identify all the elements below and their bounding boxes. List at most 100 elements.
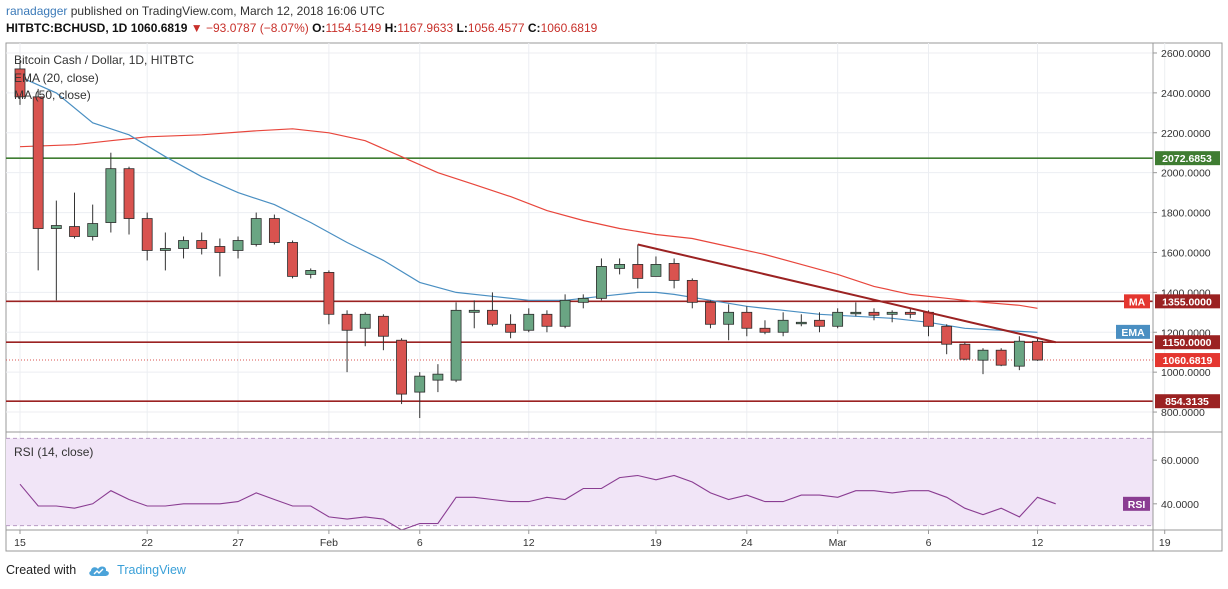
candle-body xyxy=(541,313,553,327)
level-tag-label: 854.3135 xyxy=(1165,396,1209,408)
ma-line xyxy=(19,128,1038,309)
candle xyxy=(359,312,371,347)
candle-body xyxy=(141,218,153,251)
candle-body xyxy=(250,218,262,245)
candle xyxy=(414,372,426,419)
candle-body xyxy=(632,264,644,279)
open-value: 1154.5149 xyxy=(325,21,382,35)
candle xyxy=(759,320,771,335)
candle xyxy=(941,324,953,355)
price-tick-label: 1600.0000 xyxy=(1161,247,1211,259)
rsi-tick-label: 40.0000 xyxy=(1161,499,1199,511)
candle xyxy=(250,212,262,247)
candle-body xyxy=(923,311,934,327)
candle xyxy=(650,256,662,277)
candle xyxy=(577,294,589,309)
last-price: 1060.6819 xyxy=(130,21,188,35)
candle-body xyxy=(977,349,989,361)
candle xyxy=(795,314,807,327)
candle xyxy=(977,348,989,375)
time-tick-label: 22 xyxy=(141,537,153,549)
candle-body xyxy=(596,266,607,299)
rsi-tag-label: RSI xyxy=(1128,499,1146,511)
candle-body xyxy=(178,240,189,249)
candle xyxy=(959,342,971,361)
candle-body xyxy=(959,343,971,360)
candle xyxy=(523,308,535,333)
trendline-layer xyxy=(637,243,1056,344)
candle xyxy=(1013,336,1025,371)
time-tick-label: 19 xyxy=(1159,537,1171,549)
price-tag xyxy=(1124,294,1150,309)
candle xyxy=(596,258,607,301)
ema-legend: EMA (20, close) xyxy=(14,71,99,85)
ma-legend: MA (50, close) xyxy=(14,88,91,102)
candle xyxy=(468,300,480,329)
candle xyxy=(341,310,353,373)
publisher-name[interactable]: ranadagger xyxy=(6,4,68,18)
candle xyxy=(287,240,298,279)
candle-body xyxy=(904,311,916,315)
price-tag xyxy=(1155,353,1220,368)
chart-title: Bitcoin Cash / Dollar, 1D, HITBTC xyxy=(14,53,194,67)
tradingview-link[interactable]: TradingView xyxy=(117,563,186,577)
down-arrow-icon: ▼ xyxy=(190,21,203,35)
candle xyxy=(69,192,80,239)
candle xyxy=(232,236,244,259)
candle-body xyxy=(577,297,589,303)
candle xyxy=(1032,338,1043,361)
rsi-band-fill xyxy=(6,438,1153,526)
candle xyxy=(632,244,644,289)
candle-body xyxy=(850,311,862,315)
candle-body xyxy=(32,96,44,229)
high-value: 1167.9633 xyxy=(397,21,454,35)
time-tick-label: Feb xyxy=(320,537,338,549)
grid-lines xyxy=(6,43,1166,530)
candle xyxy=(123,166,135,235)
footer: Created with TradingView xyxy=(6,563,186,577)
candle xyxy=(995,348,1007,367)
candle-body xyxy=(741,311,753,329)
open-label: O: xyxy=(312,21,326,35)
candle-body xyxy=(105,168,117,223)
rsi-band-background xyxy=(6,437,1153,527)
candle-body xyxy=(268,218,280,243)
candle xyxy=(178,236,189,259)
price-tag-label: MA xyxy=(1129,296,1146,308)
tradingview-cloud-icon xyxy=(88,566,109,576)
candle-body xyxy=(868,311,880,316)
level-tag-label: 1355.0000 xyxy=(1162,296,1212,308)
price-change: −93.0787 (−8.07%) xyxy=(206,21,309,35)
candle-body xyxy=(287,242,298,277)
horizontal-levels xyxy=(6,157,1153,403)
candle-body xyxy=(777,319,789,333)
candle xyxy=(614,258,626,275)
candle xyxy=(32,88,44,271)
chart-frame xyxy=(5,42,1223,552)
time-tick-label: 27 xyxy=(232,537,244,549)
ma-layer xyxy=(19,76,1038,333)
price-tick-label: 2400.0000 xyxy=(1161,88,1211,100)
candle-body xyxy=(723,311,735,325)
candle xyxy=(741,306,753,337)
candle xyxy=(450,302,462,383)
candle xyxy=(396,338,407,405)
created-with-text: Created with xyxy=(6,563,77,577)
time-tick-label: 19 xyxy=(650,537,662,549)
candle-body xyxy=(795,321,807,325)
rsi-line xyxy=(19,474,1056,531)
candle-body xyxy=(505,323,516,333)
candle xyxy=(505,314,516,339)
price-chart[interactable]: 800.00001000.00001200.00001400.00001600.… xyxy=(0,40,1228,556)
candle-body xyxy=(232,240,244,251)
candle-body xyxy=(886,311,898,315)
price-tick-label: 1800.0000 xyxy=(1161,208,1211,220)
candle-body xyxy=(69,226,80,237)
rsi-layer xyxy=(19,474,1056,531)
high-label: H: xyxy=(384,21,398,35)
candle xyxy=(87,204,99,241)
level-tag xyxy=(1155,394,1220,409)
candle xyxy=(832,308,844,329)
published-text: published on TradingView.com, March 12, … xyxy=(70,4,385,18)
candle-body xyxy=(50,225,62,229)
